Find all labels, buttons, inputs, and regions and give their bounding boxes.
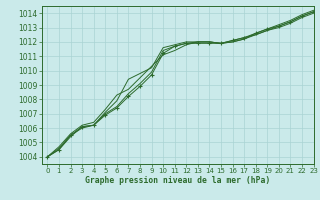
X-axis label: Graphe pression niveau de la mer (hPa): Graphe pression niveau de la mer (hPa) <box>85 176 270 185</box>
